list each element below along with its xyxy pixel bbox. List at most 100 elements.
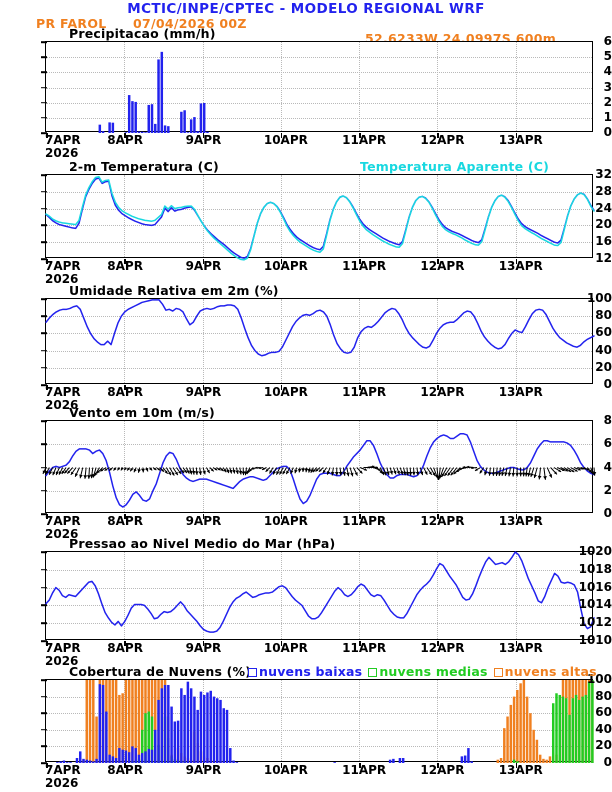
gridline-vertical bbox=[437, 680, 439, 761]
bar-nuvens-baixas bbox=[202, 694, 206, 763]
y-axis-label: 16 bbox=[595, 234, 612, 249]
wind-direction-arrow bbox=[379, 467, 385, 476]
gridline-vertical bbox=[124, 552, 126, 639]
y-axis-tick bbox=[41, 466, 47, 469]
plot-area-temperature bbox=[41, 174, 595, 264]
gridline-vertical bbox=[124, 421, 126, 512]
bar-nuvens-altas bbox=[127, 680, 131, 763]
x-axis-tick bbox=[515, 641, 518, 646]
gridline-vertical bbox=[124, 299, 126, 383]
bar-nuvens-baixas bbox=[75, 758, 79, 763]
gridline-vertical bbox=[280, 680, 282, 761]
wind-direction-arrow bbox=[500, 467, 505, 476]
wind-direction-arrow bbox=[70, 467, 77, 476]
y-axis-label: 100 bbox=[586, 672, 612, 686]
y-axis-label: 80 bbox=[595, 308, 612, 323]
x-axis-tick bbox=[202, 259, 205, 264]
wind-direction-arrow bbox=[399, 467, 404, 475]
legend-swatch-icon bbox=[368, 668, 378, 677]
x-axis-label: 10APR bbox=[263, 763, 308, 777]
gridline-vertical bbox=[202, 42, 204, 131]
y-axis-label: 8 bbox=[603, 413, 612, 427]
wind-direction-arrow bbox=[285, 467, 291, 475]
bar-nuvens-baixas bbox=[160, 688, 164, 763]
wind-direction-arrow bbox=[423, 467, 428, 476]
bar-nuvens-altas bbox=[542, 758, 545, 763]
wind-direction-arrow bbox=[188, 467, 193, 475]
series-line-umidade-relativa-em-2m- bbox=[45, 299, 595, 357]
bar-nuvens-medias bbox=[591, 680, 594, 763]
gridline-horizontal bbox=[46, 713, 592, 715]
x-axis-tick bbox=[202, 641, 205, 646]
bar-precipitation bbox=[137, 131, 141, 133]
wind-direction-arrow bbox=[396, 467, 400, 475]
wind-direction-arrow bbox=[530, 467, 535, 478]
wind-direction-arrow bbox=[533, 467, 538, 479]
wind-direction-arrow bbox=[52, 467, 57, 476]
bar-precipitation bbox=[180, 111, 183, 133]
bar-precipitation bbox=[167, 126, 170, 133]
bar-nuvens-baixas bbox=[163, 684, 167, 763]
bar-nuvens-medias bbox=[147, 711, 150, 763]
bar-nuvens-baixas bbox=[98, 684, 102, 763]
bar-nuvens-medias bbox=[581, 696, 584, 763]
bar-nuvens-altas bbox=[92, 680, 95, 763]
y-axis-tick bbox=[41, 745, 47, 748]
wind-direction-arrow bbox=[450, 467, 458, 476]
x-axis-year-label: 2026 bbox=[45, 776, 79, 790]
bar-nuvens-baixas bbox=[463, 755, 467, 763]
gridline-vertical bbox=[202, 552, 204, 639]
wind-direction-arrow bbox=[592, 467, 597, 476]
wind-direction-arrow bbox=[79, 467, 84, 479]
wind-direction-arrow bbox=[573, 467, 581, 471]
wind-direction-arrow bbox=[557, 467, 565, 472]
y-axis-tick bbox=[41, 513, 47, 515]
x-axis-tick bbox=[46, 385, 48, 390]
bar-nuvens-baixas bbox=[101, 684, 105, 763]
bar-precipitation bbox=[127, 95, 131, 133]
x-axis-tick bbox=[124, 385, 126, 390]
wind-direction-arrow bbox=[219, 467, 224, 472]
bar-nuvens-baixas bbox=[95, 758, 98, 763]
y-axis-tick bbox=[41, 41, 47, 43]
bar-precipitation bbox=[144, 132, 147, 133]
wind-direction-arrow bbox=[225, 467, 230, 474]
gridline-vertical bbox=[359, 680, 361, 761]
x-axis-year-label: 2026 bbox=[45, 146, 79, 160]
x-axis-tick bbox=[437, 514, 440, 519]
bar-nuvens-baixas bbox=[183, 694, 186, 763]
bar-precipitation bbox=[108, 122, 111, 133]
wind-direction-arrow bbox=[123, 467, 128, 471]
wind-direction-arrow bbox=[566, 467, 575, 473]
wind-direction-arrow bbox=[415, 467, 420, 476]
y-axis-label: 28 bbox=[595, 183, 612, 198]
plot-area-humidity bbox=[41, 298, 595, 390]
bar-precipitation bbox=[199, 103, 203, 133]
bar-nuvens-altas bbox=[131, 680, 134, 763]
x-axis-tick bbox=[437, 385, 440, 390]
wind-direction-arrow bbox=[563, 467, 572, 473]
bar-nuvens-baixas bbox=[85, 759, 89, 763]
wind-direction-arrow bbox=[338, 467, 343, 476]
x-axis-tick bbox=[437, 763, 440, 768]
x-axis-tick bbox=[46, 763, 48, 768]
wind-direction-arrow bbox=[419, 467, 424, 476]
x-axis-tick bbox=[359, 514, 361, 519]
wind-direction-arrow bbox=[145, 467, 149, 472]
bar-nuvens-baixas bbox=[225, 709, 229, 763]
wind-direction-arrow bbox=[205, 467, 211, 474]
bar-nuvens-baixas bbox=[333, 762, 336, 763]
x-axis-label: 11APR bbox=[342, 259, 387, 273]
wind-direction-arrow bbox=[504, 467, 508, 477]
wind-direction-arrow bbox=[209, 467, 215, 472]
bar-nuvens-altas bbox=[509, 704, 513, 763]
x-axis-label: 8APR bbox=[107, 259, 143, 273]
wind-direction-arrow bbox=[453, 467, 461, 475]
legend-swatch-icon bbox=[493, 668, 503, 677]
bar-precipitation bbox=[186, 132, 190, 133]
bar-precipitation bbox=[124, 132, 128, 133]
wind-direction-arrow bbox=[175, 467, 182, 475]
y-axis-label: 2 bbox=[603, 94, 612, 109]
wind-direction-arrow bbox=[511, 467, 516, 477]
model-title: MCTIC/INPE/CPTEC - MODELO REGIONAL WRF bbox=[127, 1, 485, 17]
